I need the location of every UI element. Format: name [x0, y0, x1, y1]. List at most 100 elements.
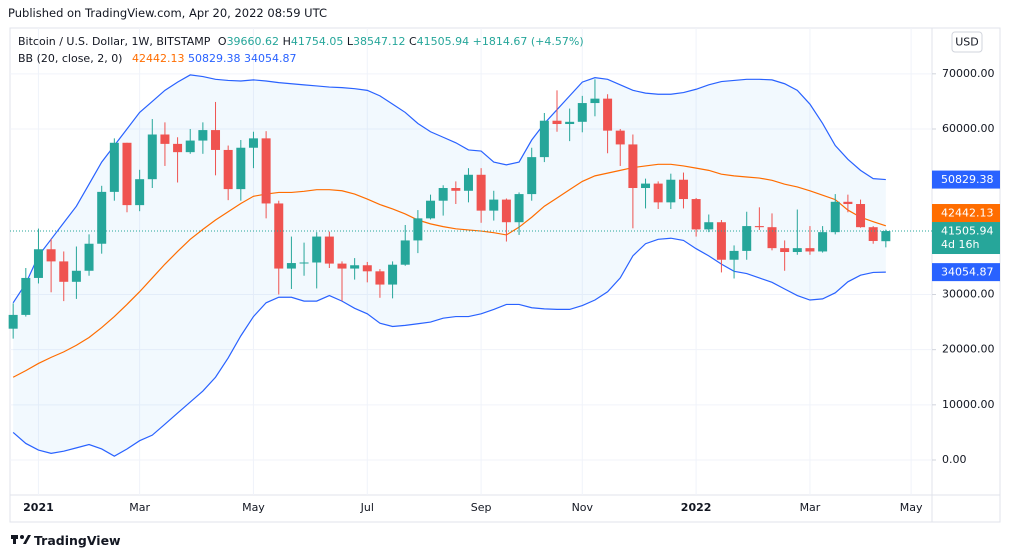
- indicator-value: 42442.13: [131, 52, 185, 65]
- candle-body: [362, 265, 372, 272]
- currency-button[interactable]: [951, 31, 983, 53]
- y-tick-label: 60000.00: [942, 122, 995, 135]
- candle-body: [577, 103, 587, 122]
- candle-body: [678, 179, 688, 200]
- candle-body: [350, 265, 360, 269]
- currency-label: USD: [955, 36, 979, 49]
- candle-body: [666, 179, 676, 203]
- candle-body: [603, 98, 613, 131]
- candle-body: [109, 142, 119, 192]
- candle-body: [312, 236, 322, 263]
- band-line: [12, 74, 886, 304]
- candle-body: [856, 204, 866, 228]
- candle-body: [147, 134, 157, 180]
- candle-body: [501, 199, 511, 223]
- x-tick-label: Nov: [572, 501, 594, 514]
- legend-value: 39660.62: [226, 35, 280, 48]
- x-tick-label: May: [242, 501, 265, 514]
- candle-body: [552, 120, 562, 125]
- candle-body: [565, 121, 575, 125]
- candle-body: [248, 138, 258, 148]
- candle-body: [729, 250, 739, 260]
- plot: [8, 74, 932, 457]
- candle-body: [223, 149, 233, 190]
- last-price-label: 41505.94: [941, 225, 994, 238]
- x-tick-label: 2021: [23, 501, 54, 514]
- candle-body: [33, 249, 43, 278]
- grid: [10, 28, 932, 495]
- legend-key: O: [217, 35, 227, 48]
- candle-body: [324, 236, 334, 264]
- band-price-label-box: [932, 263, 1000, 282]
- candle-body: [71, 270, 81, 282]
- legend-change: +1814.67 (+4.57%): [472, 35, 584, 48]
- candle-body: [426, 200, 436, 219]
- candle-body: [653, 183, 663, 203]
- candle-body: [299, 262, 309, 264]
- indicator-value: 34054.87: [243, 52, 297, 65]
- legend-key: H: [282, 35, 291, 48]
- band-line: [12, 163, 887, 378]
- candle-body: [716, 222, 726, 260]
- candle-body: [843, 201, 853, 205]
- y-tick-label: 0.00: [942, 453, 967, 466]
- candle-body: [274, 203, 284, 269]
- candle-body: [754, 226, 764, 228]
- band-price-label: 50829.38: [941, 173, 994, 186]
- x-tick-label: Mar: [129, 501, 150, 514]
- y-tick-label: 10000.00: [942, 398, 995, 411]
- symbol-legend: Bitcoin / U.S. Dollar, 1W, BITSTAMP O396…: [18, 35, 584, 48]
- candle-body: [198, 130, 208, 141]
- candle-body: [46, 249, 56, 262]
- band-price-label-box: [932, 170, 1000, 189]
- band-fill: [13, 74, 886, 457]
- candle-body: [438, 188, 448, 201]
- candle-body: [59, 261, 69, 282]
- candle-body: [160, 134, 170, 144]
- candle-body: [286, 263, 296, 269]
- candle-body: [818, 232, 828, 252]
- candle-body: [539, 120, 549, 158]
- x-tick-label: 2022: [681, 501, 712, 514]
- symbol-title: Bitcoin / U.S. Dollar, 1W, BITSTAMP: [18, 35, 211, 48]
- candle-body: [615, 130, 625, 145]
- indicator-legend: BB (20, close, 2, 0) 42442.13 50829.38 3…: [18, 52, 296, 65]
- indicator-title: BB (20, close, 2, 0): [18, 52, 123, 65]
- band-price-label-box: [932, 204, 1000, 223]
- y-tick-label: 30000.00: [942, 287, 995, 300]
- candle-body: [489, 199, 499, 211]
- candle-body: [97, 191, 107, 244]
- y-tick-label: 20000.00: [942, 343, 995, 356]
- candle-body: [463, 174, 473, 191]
- candle-body: [173, 143, 183, 153]
- band-price-label: 42442.13: [941, 207, 994, 220]
- candle-body: [261, 138, 271, 204]
- y-tick-label: 70000.00: [942, 67, 995, 80]
- candle-body: [476, 174, 486, 211]
- candle-body: [590, 98, 600, 104]
- candle-body: [375, 271, 385, 285]
- candle-body: [84, 243, 94, 271]
- candle-body: [122, 142, 132, 206]
- tradingview-logo: [11, 535, 31, 544]
- footer-brand: TradingView: [34, 533, 121, 548]
- legend-value: 41754.05: [290, 35, 344, 48]
- candle-body: [135, 179, 145, 206]
- x-tick-label: Jul: [360, 501, 374, 514]
- band-line: [12, 237, 886, 457]
- candle-body: [185, 140, 195, 153]
- candle-body: [881, 231, 891, 242]
- candle-body: [21, 277, 31, 315]
- candle-body: [704, 222, 714, 230]
- candle-body: [400, 240, 410, 265]
- candle-body: [236, 147, 246, 190]
- candle-body: [514, 194, 524, 223]
- candle-body: [641, 183, 651, 189]
- candle-body: [780, 248, 790, 253]
- candle-body: [830, 201, 840, 233]
- band-price-label: 34054.87: [941, 266, 994, 279]
- legend-value: 38547.12: [352, 35, 406, 48]
- candle-body: [337, 263, 347, 269]
